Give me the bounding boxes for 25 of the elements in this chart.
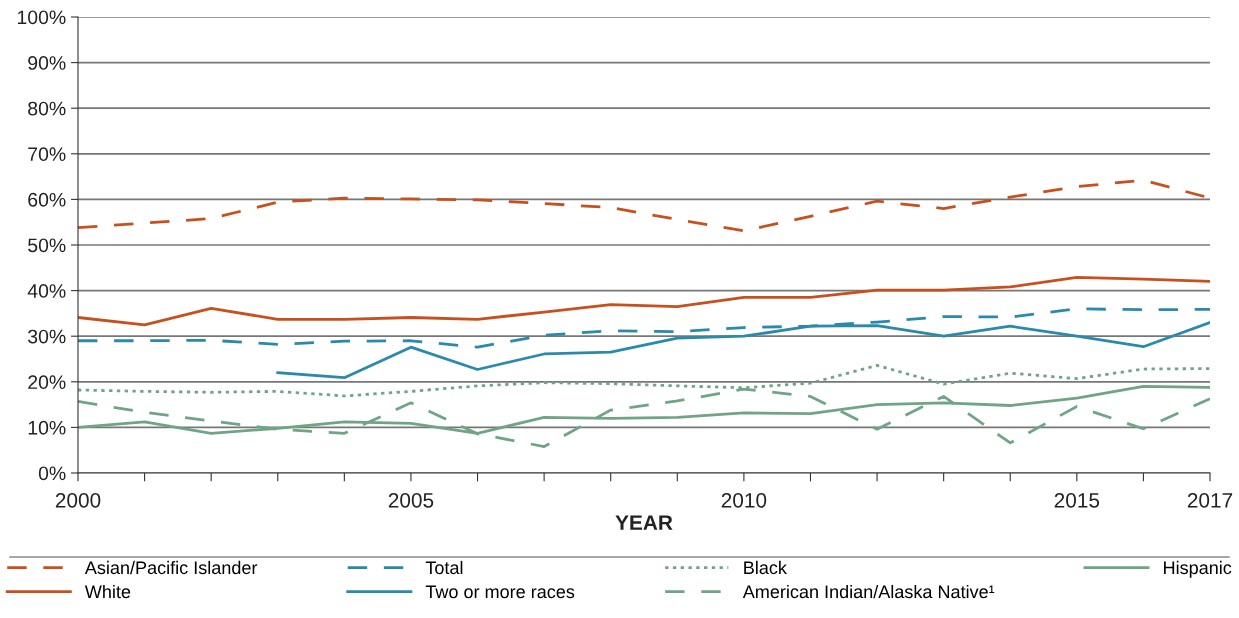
- legend-label: Black: [744, 560, 787, 575]
- y-tick-label: 100%: [17, 10, 66, 25]
- y-tick-label: 20%: [28, 375, 66, 390]
- legend-label: Asian/Pacific Islander: [84, 560, 258, 575]
- legend-label: American Indian/Alaska Native¹: [742, 584, 995, 599]
- y-tick-label: 0%: [38, 466, 66, 481]
- y-tick-label: 50%: [28, 238, 66, 253]
- legend-label: Hispanic: [1164, 560, 1232, 578]
- x-axis-title: YEAR: [615, 515, 673, 530]
- y-tick-label: 10%: [28, 420, 66, 435]
- legend-label: White: [84, 584, 131, 599]
- y-tick-label: 30%: [28, 329, 66, 344]
- x-tick-label: 2017: [1187, 492, 1233, 508]
- y-tick-label: 60%: [28, 192, 66, 207]
- y-tick-label: 80%: [28, 101, 66, 116]
- y-tick-label: 70%: [28, 147, 66, 162]
- legend-label: Two or more races: [425, 585, 575, 599]
- y-tick-label: 40%: [27, 284, 66, 298]
- x-tick-label: 2015: [1054, 492, 1100, 508]
- line-series: [78, 275, 1210, 327]
- x-tick-label: 2010: [721, 492, 767, 508]
- legend-label: Total: [425, 560, 463, 575]
- x-tick-label: 2000: [55, 492, 101, 508]
- x-tick-label: 2005: [388, 492, 434, 508]
- y-tick-label: 90%: [28, 56, 66, 70]
